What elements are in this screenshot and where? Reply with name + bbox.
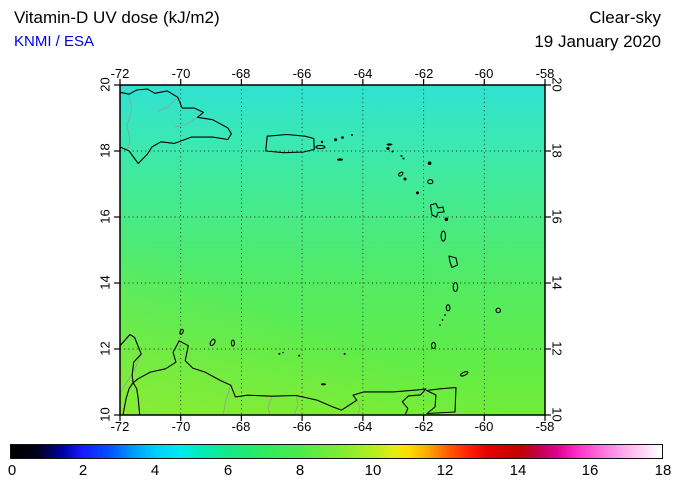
lat-label-right: 10 — [549, 407, 565, 422]
island-antigua — [427, 179, 434, 185]
lon-label-top: -64 — [353, 66, 373, 81]
lat-label-left: 14 — [97, 275, 113, 290]
island-barbados — [495, 307, 501, 314]
colorbar-tick-label: 16 — [581, 462, 599, 479]
island-st-vincent — [445, 304, 451, 312]
lon-label-bottom: -68 — [231, 419, 251, 434]
map-overlay — [114, 79, 551, 421]
colorbar-tick-label: 4 — [150, 462, 160, 479]
lat-label-left: 20 — [97, 77, 113, 92]
island-grenada — [430, 341, 437, 349]
colorbar-tick-label: 12 — [436, 462, 454, 479]
island-st-lucia — [452, 281, 459, 293]
lon-label-top: -62 — [414, 66, 434, 81]
lon-label-bottom: -66 — [292, 419, 312, 434]
lat-label-left: 10 — [97, 407, 113, 422]
lon-label-bottom: -62 — [414, 419, 434, 434]
island-trinidad — [425, 386, 457, 415]
lon-label-bottom: -72 — [110, 419, 130, 434]
colorbar-tick-label: 14 — [509, 462, 527, 479]
lon-label-top: -66 — [292, 66, 312, 81]
island-vieques — [315, 144, 326, 150]
island-aruba — [179, 328, 184, 335]
lat-label-right: 14 — [549, 275, 565, 290]
island-puerto-rico — [265, 133, 315, 154]
colorbar-tick-label: 18 — [654, 462, 672, 479]
lat-label-left: 16 — [97, 209, 113, 224]
map-frame — [119, 84, 546, 416]
colorbar-tick-label: 0 — [7, 462, 17, 479]
lon-label-bottom: -60 — [474, 419, 494, 434]
island-guadeloupe — [429, 202, 445, 218]
coastlines — [120, 88, 501, 415]
lat-label-left: 18 — [97, 143, 113, 158]
figure-title: Vitamin-D UV dose (kJ/m2) — [14, 8, 220, 27]
lon-label-top: -72 — [110, 66, 130, 81]
lat-label-left: 12 — [97, 341, 113, 356]
island-curacao — [209, 338, 216, 347]
colorbar-tick-label: 8 — [295, 462, 305, 479]
lat-label-right: 12 — [549, 341, 565, 356]
island-st-kitts — [398, 171, 404, 177]
island-bonaire — [230, 339, 235, 347]
borders-rivers — [120, 94, 361, 415]
lon-label-top: -60 — [474, 66, 494, 81]
colorbar-tick-label: 6 — [223, 462, 233, 479]
figure-date: 19 January 2020 — [534, 32, 661, 51]
sky-condition-label: Clear-sky — [589, 8, 661, 27]
lon-label-top: -68 — [231, 66, 251, 81]
lat-label-right: 18 — [549, 143, 565, 158]
island-dominica — [440, 230, 447, 242]
lon-label-top: -58 — [535, 66, 555, 81]
colorbar-gradient — [10, 444, 663, 459]
grid-lines — [120, 85, 545, 415]
lake-maracaibo — [122, 382, 141, 415]
lon-label-bottom: -70 — [171, 419, 191, 434]
island-tobago — [459, 371, 469, 377]
map-field — [120, 85, 545, 415]
lon-label-bottom: -58 — [535, 419, 555, 434]
lon-label-top: -70 — [171, 66, 191, 81]
lat-label-right: 20 — [549, 77, 565, 92]
lat-label-right: 16 — [549, 209, 565, 224]
south-america-coast — [120, 333, 427, 415]
colorbar-tick-label: 10 — [364, 462, 382, 479]
colorbar-tick-label: 2 — [78, 462, 88, 479]
axis-ticks — [114, 79, 551, 421]
island-hispaniola — [120, 88, 232, 165]
figure-credit: KNMI / ESA — [14, 33, 95, 50]
island-martinique — [448, 255, 459, 269]
lon-label-bottom: -64 — [353, 419, 373, 434]
small-islands — [278, 134, 449, 386]
